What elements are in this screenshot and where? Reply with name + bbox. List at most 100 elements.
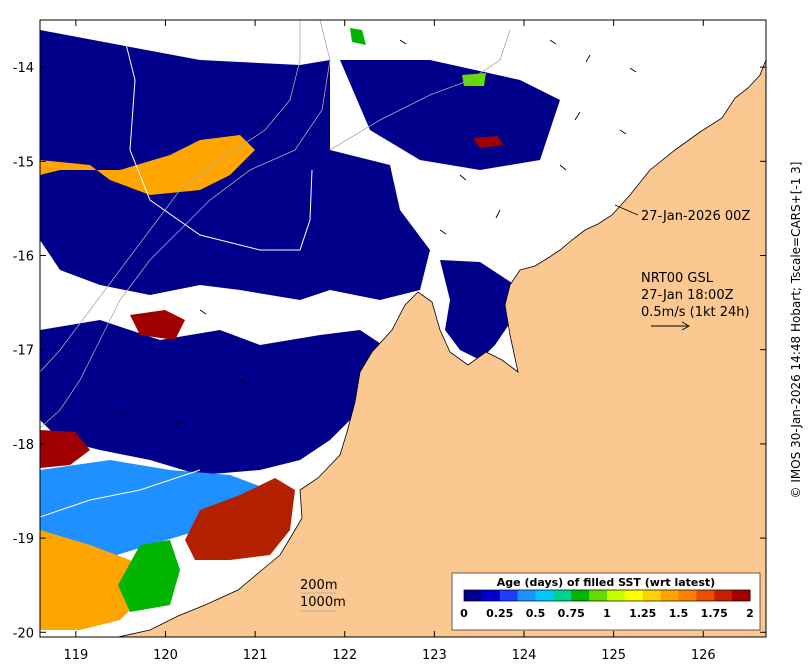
y-axis-ticks: -14 -15 -16 -17 -18 -19 -20 (13, 61, 766, 641)
product-label: NRT00 GSL (641, 271, 714, 286)
sst-patch-red (40, 430, 90, 468)
colorbar-cell (696, 590, 715, 601)
colorbar-cell (732, 590, 751, 601)
colorbar-title: Age (days) of filled SST (wrt latest) (497, 576, 715, 589)
x-tick-label: 123 (422, 648, 447, 663)
sst-patch-dark-blue (440, 260, 515, 360)
current-arrow (439, 229, 447, 235)
y-tick-label: -16 (13, 249, 34, 264)
colorbar-cell (571, 590, 590, 601)
sst-patch-dark-blue (40, 320, 390, 475)
colorbar-cells (464, 590, 751, 601)
current-arrow (119, 409, 127, 415)
colorbar-background (451, 572, 761, 631)
colorbar-cell (678, 590, 697, 601)
x-tick-label: 120 (153, 648, 178, 663)
sst-patch-dark-red (130, 310, 185, 340)
x-tick-label: 125 (601, 648, 626, 663)
sst-patch-dark-blue (340, 60, 560, 170)
colorbar-cell (499, 590, 519, 601)
credit-line: © IMOS 30-Jan-2026 14:48 Hobart; Tscale=… (786, 20, 806, 640)
current-arrow (585, 54, 591, 63)
contour-label-1000m: 1000m (300, 595, 346, 610)
colorbar-tick-label: 0.5 (526, 607, 546, 620)
current-arrow (399, 39, 407, 45)
colorbar-cell (660, 590, 679, 601)
y-tick-label: -15 (13, 155, 34, 170)
contour-label-200m: 200m (300, 578, 337, 593)
sst-patch-light-blue (40, 460, 270, 570)
colorbar-cell (481, 590, 501, 601)
colorbar-cell (464, 590, 483, 601)
sst-patch-red (185, 478, 295, 560)
white-contour (124, 39, 313, 251)
sst-coverage (40, 28, 560, 630)
colorbar-cell (589, 590, 608, 601)
sst-patch-orange (40, 530, 150, 630)
colorbar-tick-label: 1.5 (669, 607, 689, 620)
y-tick-label: -18 (13, 438, 34, 453)
colorbar-cell (517, 590, 536, 601)
current-arrow (259, 119, 267, 125)
contour-1000m (40, 20, 301, 373)
colorbar-cell (535, 590, 554, 601)
contour-200m (40, 20, 331, 429)
contour-offshore (329, 29, 511, 151)
white-contours (40, 39, 313, 518)
current-arrows (119, 39, 637, 429)
y-tick-label: -17 (13, 344, 34, 359)
bathymetry-contours (40, 20, 511, 429)
colorbar-tick-label: 0 (460, 607, 468, 620)
sst-patch-green (118, 540, 180, 612)
colorbar-cell (642, 590, 662, 601)
current-arrow (174, 419, 181, 429)
current-arrow (199, 309, 207, 315)
colorbar-outline (463, 589, 751, 602)
colorbar-tick-label: 2 (746, 607, 754, 620)
colorbar-cell (714, 590, 733, 601)
credit-text: © IMOS 30-Jan-2026 14:48 Hobart; Tscale=… (789, 161, 803, 499)
sst-time-label: 27-Jan-2026 00Z (641, 209, 750, 224)
current-arrow (539, 94, 547, 101)
y-tick-label: -20 (13, 626, 34, 641)
colorbar-tick-label: 1.25 (629, 607, 656, 620)
current-time-label: 27-Jan 18:00Z (641, 288, 734, 303)
map-frame (39, 19, 767, 638)
current-arrow (574, 111, 581, 121)
colorbar-cell (607, 590, 626, 601)
x-tick-label: 119 (63, 648, 88, 663)
colorbar-ticks: 0 0.25 0.5 0.75 1 1.25 1.5 1.75 2 (460, 607, 754, 620)
current-arrow (629, 67, 637, 73)
sst-patch-yellow-green (462, 73, 486, 86)
sst-patch-dark-red (473, 136, 503, 148)
x-tick-label: 124 (512, 648, 537, 663)
current-arrow (459, 174, 467, 181)
x-tick-label: 121 (243, 648, 268, 663)
colorbar-tick-label: 1 (603, 607, 611, 620)
sst-patch-orange (40, 135, 255, 195)
map-plot-area: 27-Jan-2026 00Z NRT00 GSL 27-Jan 18:00Z … (40, 20, 766, 637)
current-arrow (549, 39, 557, 45)
current-arrow (559, 164, 567, 171)
arrow-scale-label: 0.5m/s (1kt 24h) (641, 305, 750, 320)
colorbar-cell (624, 590, 644, 601)
sst-time-pointer (614, 204, 639, 216)
x-tick-label: 126 (691, 648, 716, 663)
x-axis-ticks: 119 120 121 122 123 124 125 126 (63, 20, 716, 663)
y-tick-label: -19 (13, 532, 34, 547)
colorbar-tick-label: 1.75 (701, 607, 728, 620)
current-arrow (619, 129, 627, 135)
x-tick-label: 122 (332, 648, 357, 663)
current-arrow (239, 379, 247, 385)
colorbar-tick-label: 0.25 (486, 607, 513, 620)
current-arrow (495, 209, 501, 219)
white-contour (40, 469, 201, 518)
colorbar-cell (553, 590, 572, 601)
sst-patch-green (350, 28, 366, 45)
y-tick-label: -14 (13, 61, 34, 76)
arrow-scale-icon (651, 321, 690, 331)
colorbar-tick-label: 0.75 (558, 607, 585, 620)
landmass (117, 59, 766, 637)
